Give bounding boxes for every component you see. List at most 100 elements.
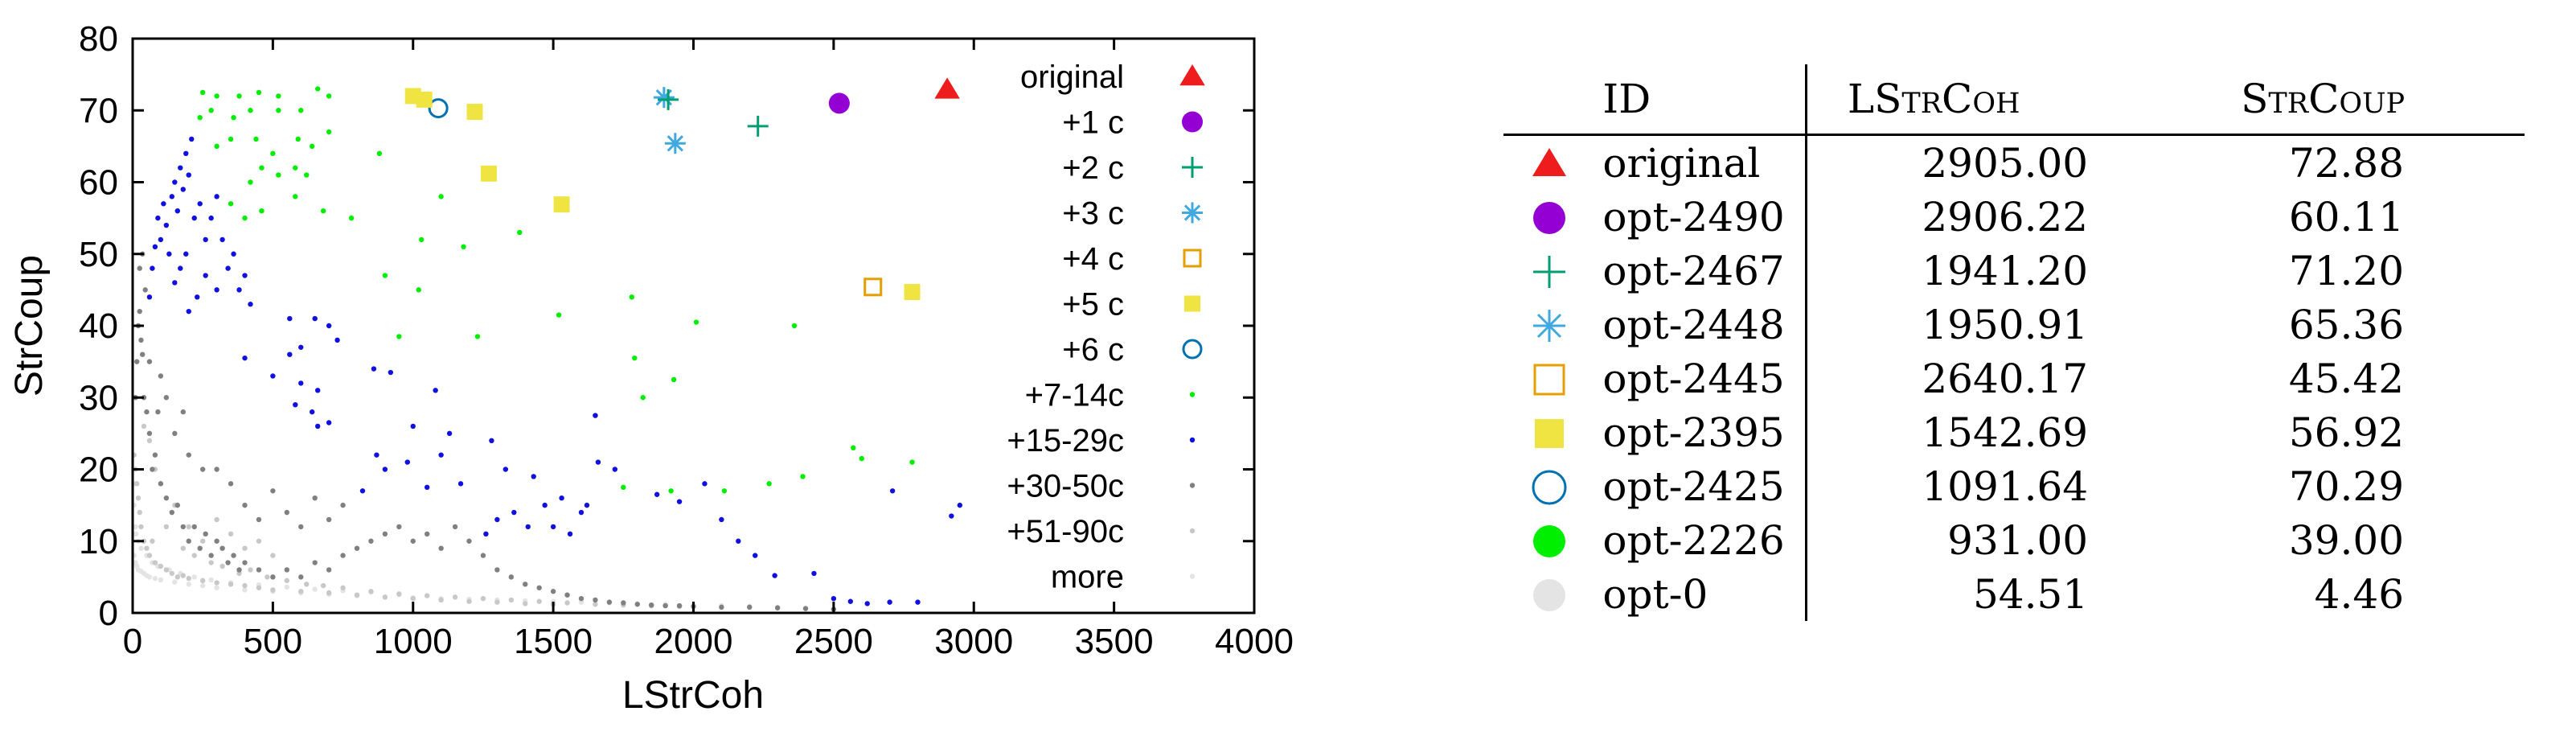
point-7-14c-29 [320, 208, 326, 214]
point-15-29c-24 [219, 236, 225, 243]
point-30-50c-8 [146, 430, 153, 437]
point-7-14c-46 [671, 376, 677, 383]
row-marker [1503, 459, 1594, 513]
point-30-50c-29 [284, 567, 290, 573]
point-51-90c-26 [382, 594, 388, 600]
legend-entry: +51-90c [1007, 514, 1196, 549]
row-id: opt-2425 [1602, 462, 1785, 510]
point-15-29c-45 [310, 409, 315, 415]
x-tick-label: 4000 [1215, 622, 1294, 661]
point-15-29c-74 [753, 553, 758, 558]
point-7-14c-12 [298, 108, 304, 113]
y-tick-label: 80 [79, 19, 118, 59]
point-51-90c-20 [242, 582, 248, 589]
scatter-chart: 0 500 1000 1500 2000 2500 3000 3500 4000 0 10 20 30 4… [8, 19, 1294, 717]
point-51-90c-19 [228, 582, 234, 587]
point-15-29c-38 [334, 337, 340, 343]
point-30-50c-13 [169, 509, 175, 516]
point-51-90c-29 [466, 598, 472, 604]
point-7-14c-15 [228, 136, 234, 142]
header-strcoup: StrCoup [2209, 64, 2525, 135]
point-30-50c-49 [564, 592, 570, 598]
point-7-14c-25 [228, 201, 234, 207]
point-30-50c-51 [593, 597, 598, 603]
point-more-48 [312, 586, 318, 592]
point-more-43 [191, 574, 197, 580]
point-15-29c-18 [183, 251, 189, 257]
table-marker-opt-0 [1532, 578, 1565, 611]
header-lstrcoh-tr: tr [1901, 76, 1942, 122]
point-51-90c-22 [270, 587, 276, 593]
header-strcoup-c: C [2308, 76, 2340, 122]
point-15-29c-14 [189, 136, 195, 142]
row-id: opt-2226 [1602, 516, 1785, 564]
point-7-14c-39 [629, 294, 634, 300]
point-30-50c-72 [326, 516, 332, 523]
point-2-c-0 [658, 88, 679, 110]
point-15-29c-75 [772, 573, 777, 578]
point-30-50c-33 [340, 553, 346, 558]
row-lstrcoh: 2906.22 [1804, 190, 2209, 244]
legend-marker-3-c [1182, 202, 1203, 224]
point-51-90c-35 [214, 516, 219, 523]
point-7-14c-14 [214, 143, 219, 150]
point-51-90c-27 [410, 595, 416, 602]
point-6-c-0 [428, 98, 449, 119]
point-15-29c-65 [494, 516, 500, 523]
table-row: opt-2445 2640.17 45.42 [1503, 352, 2525, 405]
point-7-14c-52 [721, 488, 728, 494]
legend-entry: +7-14c [1025, 378, 1196, 413]
point-15-29c-91 [359, 488, 366, 494]
row-lstrcoh: 1091.64 [1804, 459, 2209, 513]
point-5-c-4 [553, 196, 570, 213]
point-more-54 [133, 531, 139, 537]
point-15-29c-33 [186, 308, 191, 314]
point-15-29c-28 [242, 273, 248, 278]
point-51-90c-51 [248, 567, 253, 573]
point-30-50c-62 [802, 606, 809, 611]
point-15-29c-66 [483, 531, 489, 537]
row-id: opt-2445 [1602, 355, 1785, 402]
point-30-50c-68 [270, 488, 276, 494]
x-tick-label: 3500 [1075, 622, 1154, 661]
point-7-14c-11 [276, 108, 281, 113]
point-15-29c-67 [550, 524, 556, 530]
point-15-29c-80 [887, 599, 892, 605]
x-tick-label: 2500 [794, 622, 873, 661]
point-7-14c-23 [304, 172, 310, 178]
point-5-c-3 [480, 165, 497, 182]
point-51-90c-4 [137, 509, 142, 516]
point-51-90c-18 [214, 580, 219, 586]
point-30-50c-14 [174, 502, 180, 508]
point-15-29c-48 [371, 366, 377, 372]
data-points [131, 77, 963, 612]
point-30-50c-84 [137, 265, 142, 271]
point-30-50c-30 [298, 574, 304, 580]
point-30-50c-71 [312, 495, 318, 501]
point-51-90c-36 [228, 531, 234, 537]
point-7-14c-0 [199, 89, 206, 96]
point-30-50c-78 [163, 395, 170, 401]
point-15-29c-62 [578, 509, 585, 516]
point-7-14c-35 [517, 229, 523, 236]
y-tick-label: 10 [79, 522, 118, 561]
point-7-14c-33 [348, 215, 355, 221]
point-5-c-1 [416, 91, 433, 108]
point-30-50c-27 [256, 567, 262, 573]
x-tick-label: 2000 [654, 622, 733, 661]
point-30-50c-10 [152, 452, 158, 458]
point-7-14c-53 [668, 488, 674, 494]
point-7-14c-26 [242, 215, 248, 221]
header-strcoup-s: S [2241, 76, 2269, 122]
point-15-29c-40 [270, 373, 276, 379]
point-7-14c-44 [396, 334, 402, 339]
legend-entry: +1 c [1062, 105, 1203, 141]
point-51-90c-59 [424, 593, 430, 598]
point-30-50c-60 [747, 604, 753, 610]
point-30-50c-40 [438, 545, 444, 551]
point-51-90c-31 [523, 601, 528, 606]
point-30-50c-61 [774, 605, 781, 610]
row-marker [1503, 244, 1594, 298]
row-strcoup: 56.92 [2288, 409, 2404, 456]
point-15-29c-84 [889, 488, 896, 494]
